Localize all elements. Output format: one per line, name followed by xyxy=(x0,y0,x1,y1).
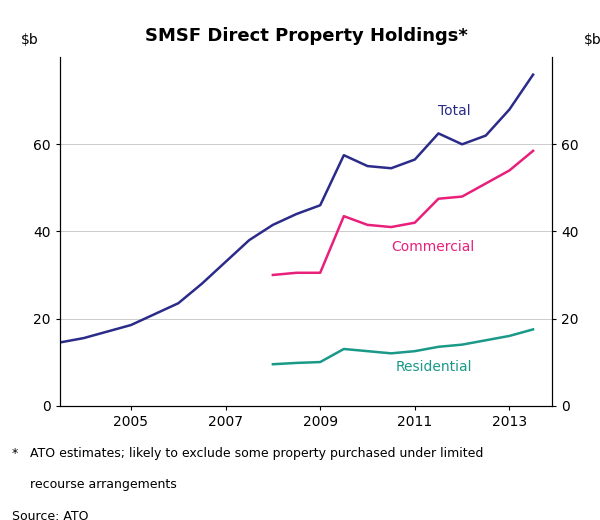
Title: SMSF Direct Property Holdings*: SMSF Direct Property Holdings* xyxy=(145,27,467,45)
Text: $b: $b xyxy=(20,33,38,47)
Text: recourse arrangements: recourse arrangements xyxy=(30,478,177,491)
Text: Residential: Residential xyxy=(396,360,472,374)
Text: $b: $b xyxy=(584,33,600,47)
Text: Commercial: Commercial xyxy=(391,240,475,254)
Text: Source: ATO: Source: ATO xyxy=(12,510,89,520)
Text: ATO estimates; likely to exclude some property purchased under limited: ATO estimates; likely to exclude some pr… xyxy=(30,447,484,460)
Text: Total: Total xyxy=(439,104,471,118)
Text: *: * xyxy=(12,447,18,460)
